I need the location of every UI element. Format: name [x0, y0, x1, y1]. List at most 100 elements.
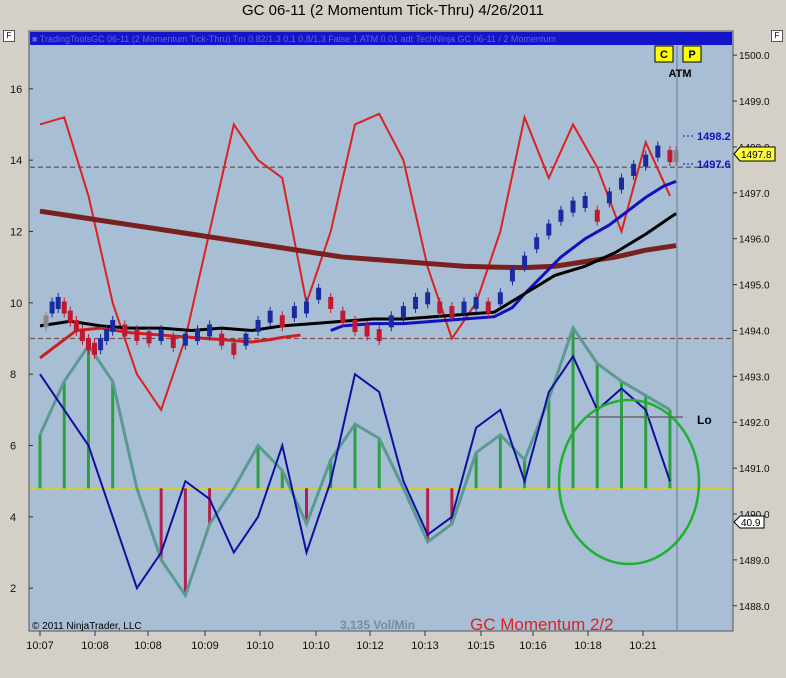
- p-button[interactable]: [682, 45, 702, 63]
- indicator-value-flag: [733, 515, 765, 529]
- price-bar: [67, 310, 73, 323]
- last-price-label: 1497.8: [741, 150, 772, 161]
- price-bar: [182, 333, 188, 346]
- atm-label[interactable]: ATM: [668, 68, 691, 80]
- left-axis-label: 4: [10, 512, 16, 524]
- price-bar: [122, 324, 128, 337]
- price-bar: [364, 324, 370, 337]
- price-bar: [146, 331, 152, 344]
- price-bar: [497, 292, 503, 305]
- indicator-line: [39, 112, 671, 413]
- price-bar: [522, 255, 528, 268]
- price-bar: [437, 301, 443, 314]
- price-bar: [316, 287, 322, 300]
- target-lower-label: 1497.6: [697, 159, 731, 171]
- price-bar: [255, 319, 261, 332]
- target-upper-label: 1498.2: [697, 131, 731, 143]
- histogram-envelope: [38, 324, 671, 599]
- time-axis-label: 10:16: [519, 640, 547, 652]
- price-bar: [425, 292, 431, 305]
- c-button-label: C: [660, 49, 668, 61]
- window-title: GC 06-11 (2 Momentum Tick-Thru) 4/26/201…: [241, 2, 545, 19]
- price-bar: [104, 329, 110, 342]
- left-axis: 161412108642424038363432302826242220: [10, 84, 33, 595]
- price-bar: [643, 154, 649, 167]
- price-bar: [473, 296, 479, 309]
- right-axis-label: 1488.0: [739, 602, 770, 613]
- price-bar: [461, 301, 467, 314]
- time-axis-label: 10:13: [411, 640, 439, 652]
- price-bar: [328, 296, 334, 309]
- float-toggle-right[interactable]: F: [771, 30, 783, 42]
- time-axis-label: 10:12: [356, 640, 384, 652]
- chart-caption: GC Momentum 2/2: [470, 615, 614, 634]
- price-bar: [61, 301, 67, 314]
- time-axis-label: 10:21: [629, 640, 657, 652]
- indicator-strip-text: ■ TradingToolsGC 06-11 (2 Momentum Tick-…: [32, 34, 556, 44]
- price-line: [39, 208, 677, 271]
- right-axis-label: 1495.0: [739, 281, 770, 292]
- time-axis-label: 10:10: [302, 640, 330, 652]
- volume-rate-label: 3,135 Vol/Min: [340, 618, 415, 632]
- price-bar: [673, 150, 679, 163]
- time-axis-label: 10:07: [26, 640, 54, 652]
- price-bar: [667, 150, 673, 163]
- p-button-label: P: [688, 49, 695, 61]
- left-axis-label: 16: [10, 84, 22, 96]
- right-axis-label: 1492.0: [739, 418, 770, 429]
- right-axis-label: 1491.0: [739, 464, 770, 475]
- price-bar: [582, 196, 588, 208]
- price-bar: [207, 324, 213, 337]
- last-price-flag: [733, 146, 776, 162]
- time-axis-label: 10:08: [134, 640, 162, 652]
- price-bar: [413, 296, 419, 309]
- price-bar: [85, 338, 91, 351]
- time-axis: 10:07 10:08 10:08 10:09 10:10 10:10 10:12 10:13…: [26, 631, 657, 652]
- price-bar: [594, 209, 600, 222]
- price-bar: [170, 335, 176, 348]
- time-axis-label: 10:10: [246, 640, 274, 652]
- right-axis-label: 1493.0: [739, 372, 770, 383]
- price-bar: [98, 338, 104, 351]
- price-bar: [558, 209, 564, 222]
- price-bar: [267, 310, 273, 323]
- time-axis-label: 10:18: [574, 640, 602, 652]
- price-bar: [449, 306, 455, 319]
- price-bar: [400, 306, 406, 319]
- indicator-lines: [39, 112, 671, 591]
- price-bar: [304, 301, 310, 314]
- right-axis-label: 1497.0: [739, 189, 770, 200]
- time-axis-label: 10:15: [467, 640, 495, 652]
- lo-label: Lo: [697, 413, 712, 427]
- right-axis-label: 1494.0: [739, 326, 770, 337]
- indicator-histogram: [38, 324, 672, 599]
- price-bar: [352, 319, 358, 332]
- price-bar: [655, 145, 661, 158]
- price-bar: [194, 329, 200, 342]
- price-bar: [534, 237, 540, 250]
- price-bar: [79, 329, 85, 342]
- price-bar: [485, 301, 491, 314]
- float-toggle-left[interactable]: F: [3, 30, 15, 42]
- left-axis-label: 2: [10, 583, 16, 595]
- price-bar: [291, 306, 297, 319]
- time-axis-label: 10:08: [81, 640, 109, 652]
- price-bar: [618, 177, 624, 190]
- price-bar: [158, 329, 164, 342]
- price-bar: [92, 342, 98, 355]
- left-axis-label: 12: [10, 226, 22, 238]
- right-axis-label: 1499.0: [739, 97, 770, 108]
- price-bar: [55, 296, 61, 309]
- price-line: [39, 212, 677, 332]
- price-bar: [243, 333, 249, 346]
- price-bar: [279, 315, 285, 328]
- indicator-value-label: 40.9: [741, 518, 761, 529]
- price-bar: [606, 191, 612, 204]
- price-bar: [376, 329, 382, 342]
- indicator-strip: [30, 32, 732, 45]
- price-line: [39, 326, 301, 360]
- price-bar: [509, 269, 515, 282]
- c-button[interactable]: [654, 45, 674, 63]
- right-axis-label: 1496.0: [739, 235, 770, 246]
- price-bar: [110, 319, 116, 332]
